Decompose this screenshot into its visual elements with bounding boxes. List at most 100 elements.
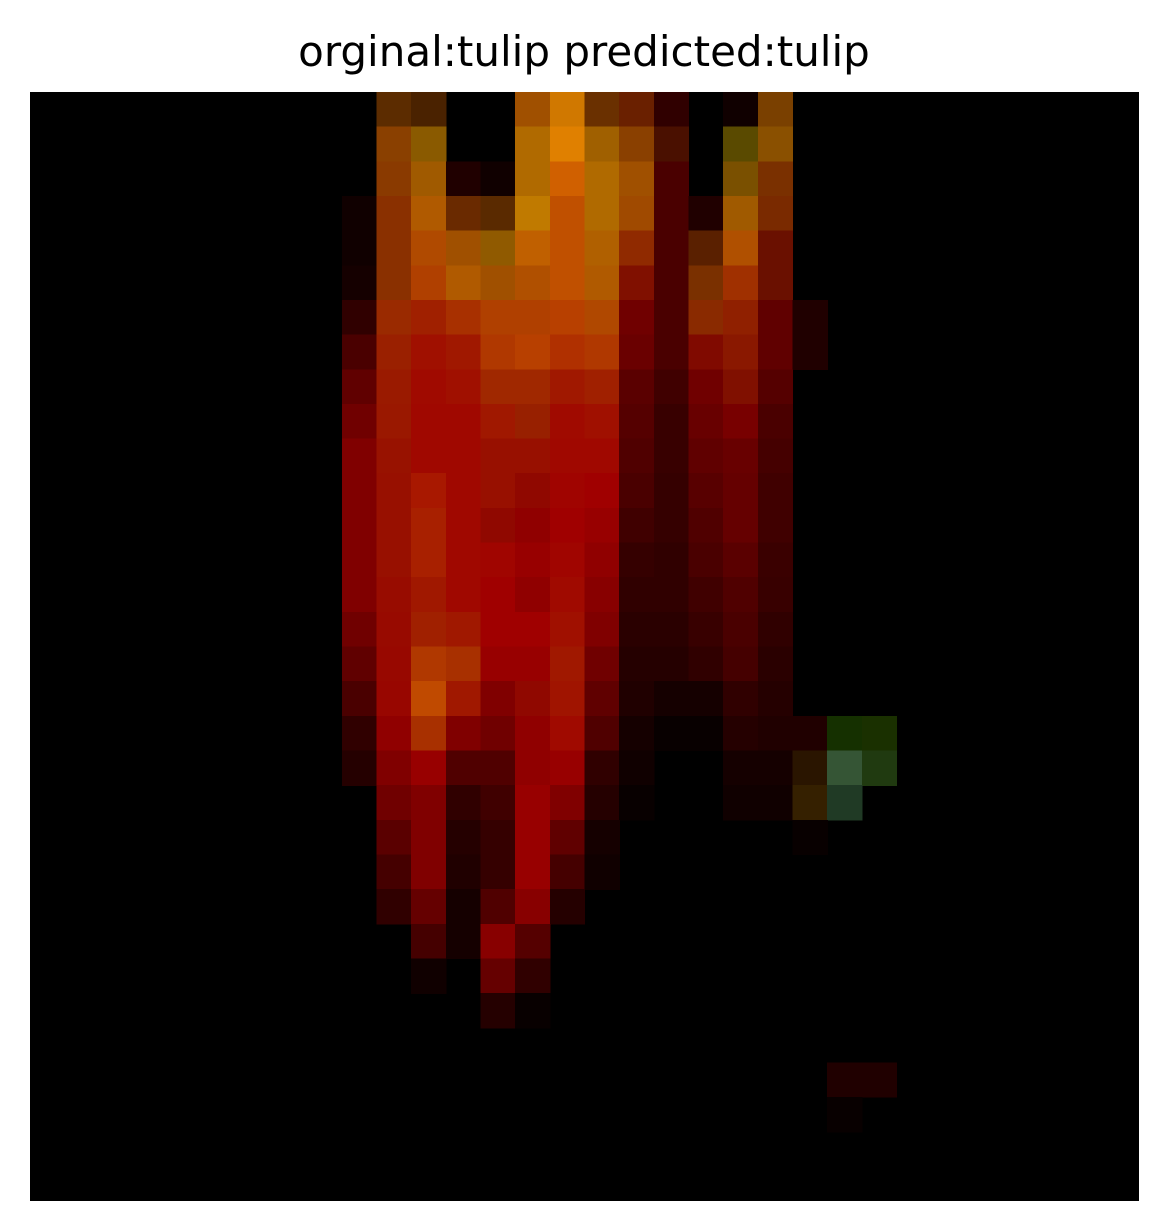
image-pixel	[411, 577, 447, 613]
image-pixel	[723, 750, 759, 786]
image-pixel	[584, 646, 620, 682]
image-pixel	[653, 265, 690, 301]
image-pixel	[515, 993, 551, 1029]
image-pixel	[341, 299, 378, 336]
image-pixel	[445, 889, 482, 925]
image-pixel	[515, 195, 551, 232]
image-pixel	[341, 715, 378, 752]
image-pixel	[619, 161, 655, 197]
image-pixel	[411, 230, 447, 266]
image-pixel	[411, 161, 447, 197]
image-pixel	[653, 646, 690, 682]
image-pixel	[480, 334, 516, 370]
image-pixel	[792, 299, 828, 336]
image-pixel	[723, 715, 759, 752]
image-pixel	[515, 785, 551, 821]
image-pixel	[584, 126, 620, 163]
image-pixel	[619, 369, 655, 405]
image-pixel	[480, 230, 516, 266]
image-pixel	[515, 507, 551, 544]
image-pixel	[757, 195, 794, 232]
image-pixel	[376, 92, 412, 128]
image-pixel	[445, 819, 482, 856]
image-pixel	[515, 265, 551, 301]
image-pixel	[827, 785, 863, 821]
image-pixel	[757, 438, 794, 474]
image-pixel	[411, 611, 447, 648]
image-pixel	[619, 473, 655, 509]
image-pixel	[549, 195, 586, 232]
image-pixel	[792, 334, 828, 370]
image-pixel	[619, 542, 655, 578]
image-pixel	[861, 715, 898, 752]
image-pixel	[341, 681, 378, 717]
image-pixel	[549, 577, 586, 613]
image-pixel	[688, 265, 724, 301]
image-pixel	[411, 889, 447, 925]
image-pixel	[411, 334, 447, 370]
image-pixel	[827, 1097, 863, 1133]
image-pixel	[792, 715, 828, 752]
image-pixel	[515, 646, 551, 682]
image-pixel	[341, 403, 378, 440]
image-pixel	[515, 854, 551, 890]
image-pixel	[619, 92, 655, 128]
image-pixel	[653, 403, 690, 440]
image-pixel	[619, 126, 655, 163]
image-pixel	[480, 473, 516, 509]
image-pixel	[688, 646, 724, 682]
image-pixel	[480, 542, 516, 578]
image-pixel	[723, 646, 759, 682]
image-pixel	[376, 646, 412, 682]
image-pixel	[376, 299, 412, 336]
image-pixel	[480, 646, 516, 682]
image-pixel	[619, 785, 655, 821]
image-pixel	[757, 577, 794, 613]
image-pixel	[619, 750, 655, 786]
image-pixel	[757, 403, 794, 440]
image-pixel	[723, 230, 759, 266]
image-pixel	[411, 542, 447, 578]
image-pixel	[445, 923, 482, 960]
image-pixel	[445, 785, 482, 821]
image-pixel	[515, 542, 551, 578]
pixel-grid	[30, 92, 1139, 1201]
image-pixel	[757, 681, 794, 717]
image-pixel	[376, 438, 412, 474]
image-pixel	[723, 161, 759, 197]
image-pixel	[376, 230, 412, 266]
image-pixel	[549, 542, 586, 578]
image-pixel	[480, 299, 516, 336]
image-pixel	[757, 161, 794, 197]
image-pixel	[480, 993, 516, 1029]
image-pixel	[549, 334, 586, 370]
image-pixel	[480, 265, 516, 301]
image-pixel	[376, 542, 412, 578]
image-pixel	[515, 715, 551, 752]
image-pixel	[653, 195, 690, 232]
image-pixel	[480, 819, 516, 856]
tulip-image	[30, 92, 1139, 1201]
image-pixel	[515, 299, 551, 336]
image-pixel	[411, 715, 447, 752]
image-pixel	[653, 92, 690, 128]
image-pixel	[480, 611, 516, 648]
image-pixel	[549, 819, 586, 856]
image-pixel	[584, 750, 620, 786]
image-pixel	[653, 299, 690, 336]
image-pixel	[584, 854, 620, 890]
image-pixel	[515, 577, 551, 613]
image-pixel	[376, 819, 412, 856]
image-pixel	[445, 369, 482, 405]
image-pixel	[688, 611, 724, 648]
image-pixel	[584, 611, 620, 648]
image-pixel	[549, 473, 586, 509]
image-pixel	[723, 785, 759, 821]
image-pixel	[619, 438, 655, 474]
image-pixel	[515, 230, 551, 266]
image-pixel	[688, 681, 724, 717]
image-pixel	[445, 715, 482, 752]
image-pixel	[757, 542, 794, 578]
image-pixel	[723, 195, 759, 232]
image-pixel	[515, 819, 551, 856]
